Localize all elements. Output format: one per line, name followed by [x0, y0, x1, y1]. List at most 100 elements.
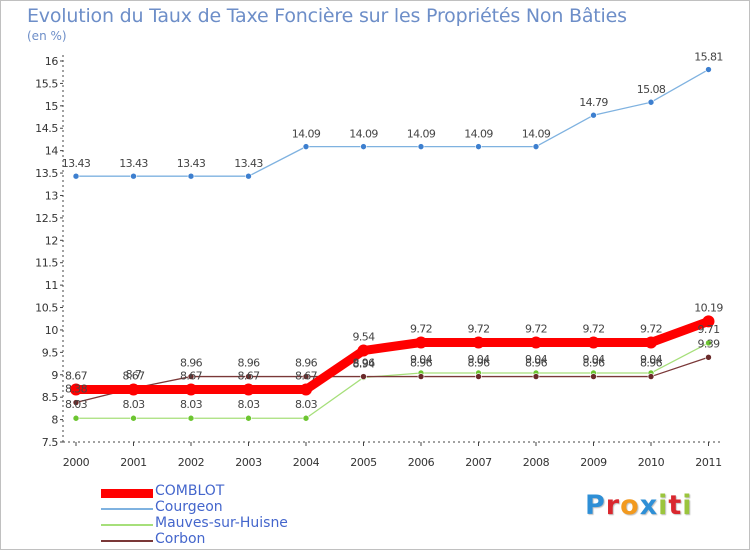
data-label-courgeon: 14.09 [522, 128, 551, 141]
x-tick-label: 2006 [408, 456, 435, 469]
series-line-comblot [71, 316, 713, 395]
logo-letter: x [639, 490, 659, 521]
y-tick-label: 11.5 [35, 257, 58, 270]
y-tick-label: 8.5 [42, 391, 59, 404]
data-label-corbon: 8.38 [65, 383, 88, 396]
data-label-comblot: 9.72 [640, 322, 662, 335]
data-label-mauves-sur-huisne: 8.94 [352, 357, 375, 370]
y-tick-label: 15.5 [35, 77, 58, 90]
data-label-comblot: 8.67 [237, 370, 260, 383]
data-label-corbon: 9.39 [697, 337, 720, 350]
data-label-mauves-sur-huisne: 9.04 [582, 353, 605, 366]
series-line-courgeon [75, 68, 710, 177]
data-point [475, 373, 482, 380]
x-tick-label: 2011 [695, 456, 721, 469]
chart-subtitle: (en %) [27, 29, 67, 43]
data-label-courgeon: 14.09 [292, 128, 321, 141]
data-label-courgeon: 14.09 [464, 128, 493, 141]
data-point [72, 399, 80, 406]
data-label-comblot: 9.72 [410, 322, 432, 335]
data-label-courgeon: 14.79 [579, 96, 608, 109]
legend-label-mauves-sur-huisne: Mauves-sur-Huisne [155, 515, 288, 531]
data-point [645, 336, 657, 349]
logo-letter: o [620, 490, 640, 521]
y-tick-label: 13 [45, 189, 59, 202]
data-point [72, 172, 80, 180]
data-label-comblot: 9.72 [525, 322, 547, 335]
series-courgeon [72, 66, 712, 180]
data-point [70, 383, 82, 396]
series-line-corbon [75, 356, 710, 404]
data-label-corbon: 8.96 [352, 357, 375, 370]
data-point [302, 143, 310, 150]
chart-title: Evolution du Taux de Taxe Foncière sur l… [27, 5, 627, 27]
data-point [360, 373, 367, 380]
y-tick-label: 12.5 [35, 212, 58, 225]
data-point [300, 383, 312, 396]
data-point [415, 336, 427, 349]
x-tick-label: 2005 [350, 456, 377, 469]
data-point [472, 336, 485, 349]
data-point [417, 143, 425, 150]
series-corbon [72, 353, 712, 406]
x-tick-label: 2000 [63, 456, 90, 469]
data-label-mauves-sur-huisne: 9.04 [410, 353, 433, 366]
data-label-mauves-sur-huisne: 9.04 [467, 353, 490, 366]
data-point [72, 414, 80, 422]
x-tick-label: 2007 [465, 456, 492, 469]
data-point [242, 383, 255, 396]
data-point [590, 111, 597, 119]
data-point [357, 344, 370, 357]
data-point [187, 172, 195, 180]
data-point [705, 353, 712, 361]
data-point [705, 66, 712, 73]
y-tick-label: 10.5 [35, 302, 58, 315]
data-label-mauves-sur-huisne: 9.71 [697, 323, 719, 336]
data-point [590, 373, 597, 380]
data-point [130, 172, 137, 180]
x-tick-label: 2002 [178, 456, 204, 469]
data-label-mauves-sur-huisne: 9.04 [640, 353, 663, 366]
data-label-courgeon: 13.43 [234, 157, 263, 170]
data-label-corbon: 8.96 [582, 357, 605, 370]
data-label-courgeon: 14.09 [349, 128, 378, 141]
data-point [417, 373, 425, 380]
data-label-mauves-sur-huisne: 8.03 [180, 398, 203, 411]
data-point [702, 315, 715, 328]
legend-swatch-comblot [101, 489, 153, 498]
data-point [187, 373, 195, 380]
data-label-courgeon: 15.81 [694, 51, 723, 64]
data-label-mauves-sur-huisne: 9.04 [525, 353, 548, 366]
data-point [532, 143, 540, 150]
data-point [245, 373, 252, 380]
data-point [302, 414, 310, 422]
legend-label-corbon: Corbon [155, 531, 206, 547]
data-label-comblot: 9.54 [352, 331, 375, 344]
y-tick-label: 7.5 [42, 436, 59, 449]
y-tick-label: 8 [51, 414, 58, 427]
data-label-corbon: 8.96 [180, 357, 203, 370]
data-point [705, 339, 712, 347]
y-tick-label: 11 [45, 279, 58, 292]
data-label-corbon: 8.96 [295, 357, 318, 370]
data-point [245, 172, 252, 180]
x-tick-label: 2003 [235, 456, 262, 469]
y-tick-label: 9 [51, 369, 58, 382]
data-point [647, 98, 655, 106]
data-label-courgeon: 13.43 [119, 157, 148, 170]
data-label-corbon: 8.96 [525, 357, 548, 370]
x-tick-label: 2009 [580, 456, 607, 469]
data-label-comblot: 8.67 [65, 370, 88, 383]
x-tick-label: 2004 [293, 456, 320, 469]
y-tick-label: 13.5 [35, 167, 58, 180]
y-tick-label: 16 [45, 55, 59, 68]
data-label-comblot: 8.67 [122, 370, 145, 383]
data-label-corbon: 8.96 [410, 357, 433, 370]
legend-swatch-corbon [101, 540, 153, 542]
x-tick-label: 2008 [523, 456, 550, 469]
legend-swatch-courgeon [101, 508, 153, 510]
data-label-corbon: 8.96 [467, 357, 490, 370]
data-label-corbon: 8.96 [237, 357, 260, 370]
x-tick-label: 2001 [120, 456, 146, 469]
